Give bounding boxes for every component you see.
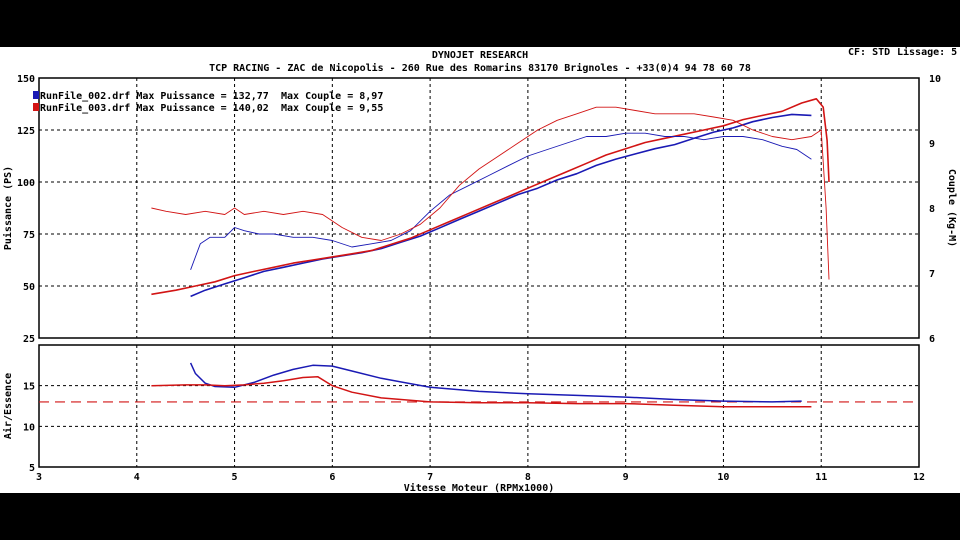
y-tick-afr-10: 10 xyxy=(23,422,35,433)
legend-torque-run002: Max Couple = 8,97 xyxy=(281,91,383,102)
y-tick-power-50: 50 xyxy=(23,282,35,293)
afr-axis-ticks: 5 10 15 3 4 5 6 7 8 9 10 11 12 xyxy=(23,382,925,483)
smoothing-label: Lissage: 5 xyxy=(897,47,957,58)
x-tick-9: 9 xyxy=(623,472,629,483)
power-line-runfile_003-drf1 xyxy=(151,97,830,296)
y-tick-power-75: 75 xyxy=(23,230,35,241)
y-axis-label-afr: Air/Essence xyxy=(2,373,14,439)
x-tick-10: 10 xyxy=(717,472,729,483)
power-line-runfile_002-drf0 xyxy=(190,113,812,298)
cf-label: CF: STD xyxy=(848,47,890,58)
x-tick-12: 12 xyxy=(913,472,925,483)
legend-label-run002: RunFile_002.drf Max Puissance = 132,77 xyxy=(40,90,269,102)
y-tick-torque-8: 8 xyxy=(929,204,935,215)
legend-swatch-run003 xyxy=(33,103,39,111)
afr-plot-grid xyxy=(39,345,919,467)
y-tick-afr-15: 15 xyxy=(23,382,35,393)
y-tick-torque-10: 10 xyxy=(929,74,941,85)
y-tick-power-100: 100 xyxy=(17,178,35,189)
y-tick-afr-5: 5 xyxy=(29,463,35,474)
afr-line-runfile_002-drf0 xyxy=(189,362,802,403)
x-axis-label: Vitesse Moteur (RPMx1000) xyxy=(404,482,555,493)
power-axis-ticks: 25 50 75 100 125 150 6 7 8 9 10 xyxy=(17,74,941,345)
legend-torque-run003: Max Couple = 9,55 xyxy=(281,103,383,114)
y-tick-power-125: 125 xyxy=(17,126,35,137)
power-plot-frame xyxy=(38,77,920,339)
y-axis-label-torque: Couple (Kg-M) xyxy=(946,169,957,247)
power-plot-grid xyxy=(39,78,919,338)
y-tick-power-25: 25 xyxy=(23,334,35,345)
legend-swatch-run002 xyxy=(33,91,39,99)
x-tick-3: 3 xyxy=(36,472,42,483)
y-tick-power-150: 150 xyxy=(17,74,35,85)
chart-subtitle: TCP RACING - ZAC de Nicopolis - 260 Rue … xyxy=(209,62,751,74)
legend-label-run003: RunFile_003.drf Max Puissance = 140,02 xyxy=(40,102,269,114)
chart-canvas: DYNOJET RESEARCH TCP RACING - ZAC de Nic… xyxy=(0,47,960,493)
x-tick-8: 8 xyxy=(525,472,531,483)
chart-title: DYNOJET RESEARCH xyxy=(432,50,528,61)
x-tick-7: 7 xyxy=(427,472,433,483)
torque-line-runfile_002-drf2 xyxy=(190,132,812,270)
torque-line-runfile_003-drf3 xyxy=(151,106,830,280)
afr-plot-frame xyxy=(38,344,920,468)
afr-line-runfile_003-drf1 xyxy=(151,375,812,408)
x-tick-5: 5 xyxy=(232,472,238,483)
dyno-chart: DYNOJET RESEARCH TCP RACING - ZAC de Nic… xyxy=(2,47,957,493)
y-axis-label-power: Puissance (PS) xyxy=(2,166,14,250)
legend: RunFile_002.drf Max Puissance = 132,77 M… xyxy=(33,90,383,114)
y-tick-torque-7: 7 xyxy=(929,269,935,280)
x-tick-4: 4 xyxy=(134,472,140,483)
y-tick-torque-6: 6 xyxy=(929,334,935,345)
y-tick-torque-9: 9 xyxy=(929,139,935,150)
series-layer xyxy=(39,97,919,408)
x-tick-11: 11 xyxy=(815,472,827,483)
x-tick-6: 6 xyxy=(329,472,335,483)
